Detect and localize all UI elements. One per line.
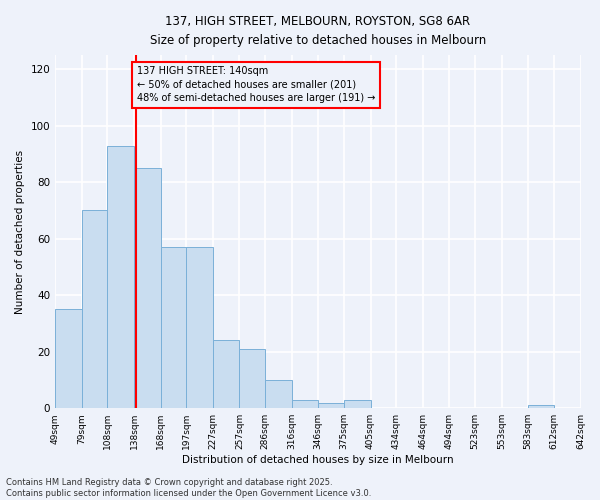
X-axis label: Distribution of detached houses by size in Melbourn: Distribution of detached houses by size …: [182, 455, 454, 465]
Y-axis label: Number of detached properties: Number of detached properties: [15, 150, 25, 314]
Bar: [186, 247, 213, 408]
Bar: [528, 406, 554, 408]
Bar: [55, 310, 82, 408]
Bar: [344, 400, 371, 408]
Bar: [265, 380, 292, 408]
Bar: [161, 247, 186, 408]
Text: 137 HIGH STREET: 140sqm
← 50% of detached houses are smaller (201)
48% of semi-d: 137 HIGH STREET: 140sqm ← 50% of detache…: [137, 66, 375, 103]
Title: 137, HIGH STREET, MELBOURN, ROYSTON, SG8 6AR
Size of property relative to detach: 137, HIGH STREET, MELBOURN, ROYSTON, SG8…: [150, 15, 486, 47]
Bar: [318, 402, 344, 408]
Bar: [213, 340, 239, 408]
Bar: [82, 210, 107, 408]
Bar: [239, 349, 265, 408]
Bar: [134, 168, 161, 408]
Text: Contains HM Land Registry data © Crown copyright and database right 2025.
Contai: Contains HM Land Registry data © Crown c…: [6, 478, 371, 498]
Bar: [292, 400, 318, 408]
Bar: [107, 146, 134, 408]
